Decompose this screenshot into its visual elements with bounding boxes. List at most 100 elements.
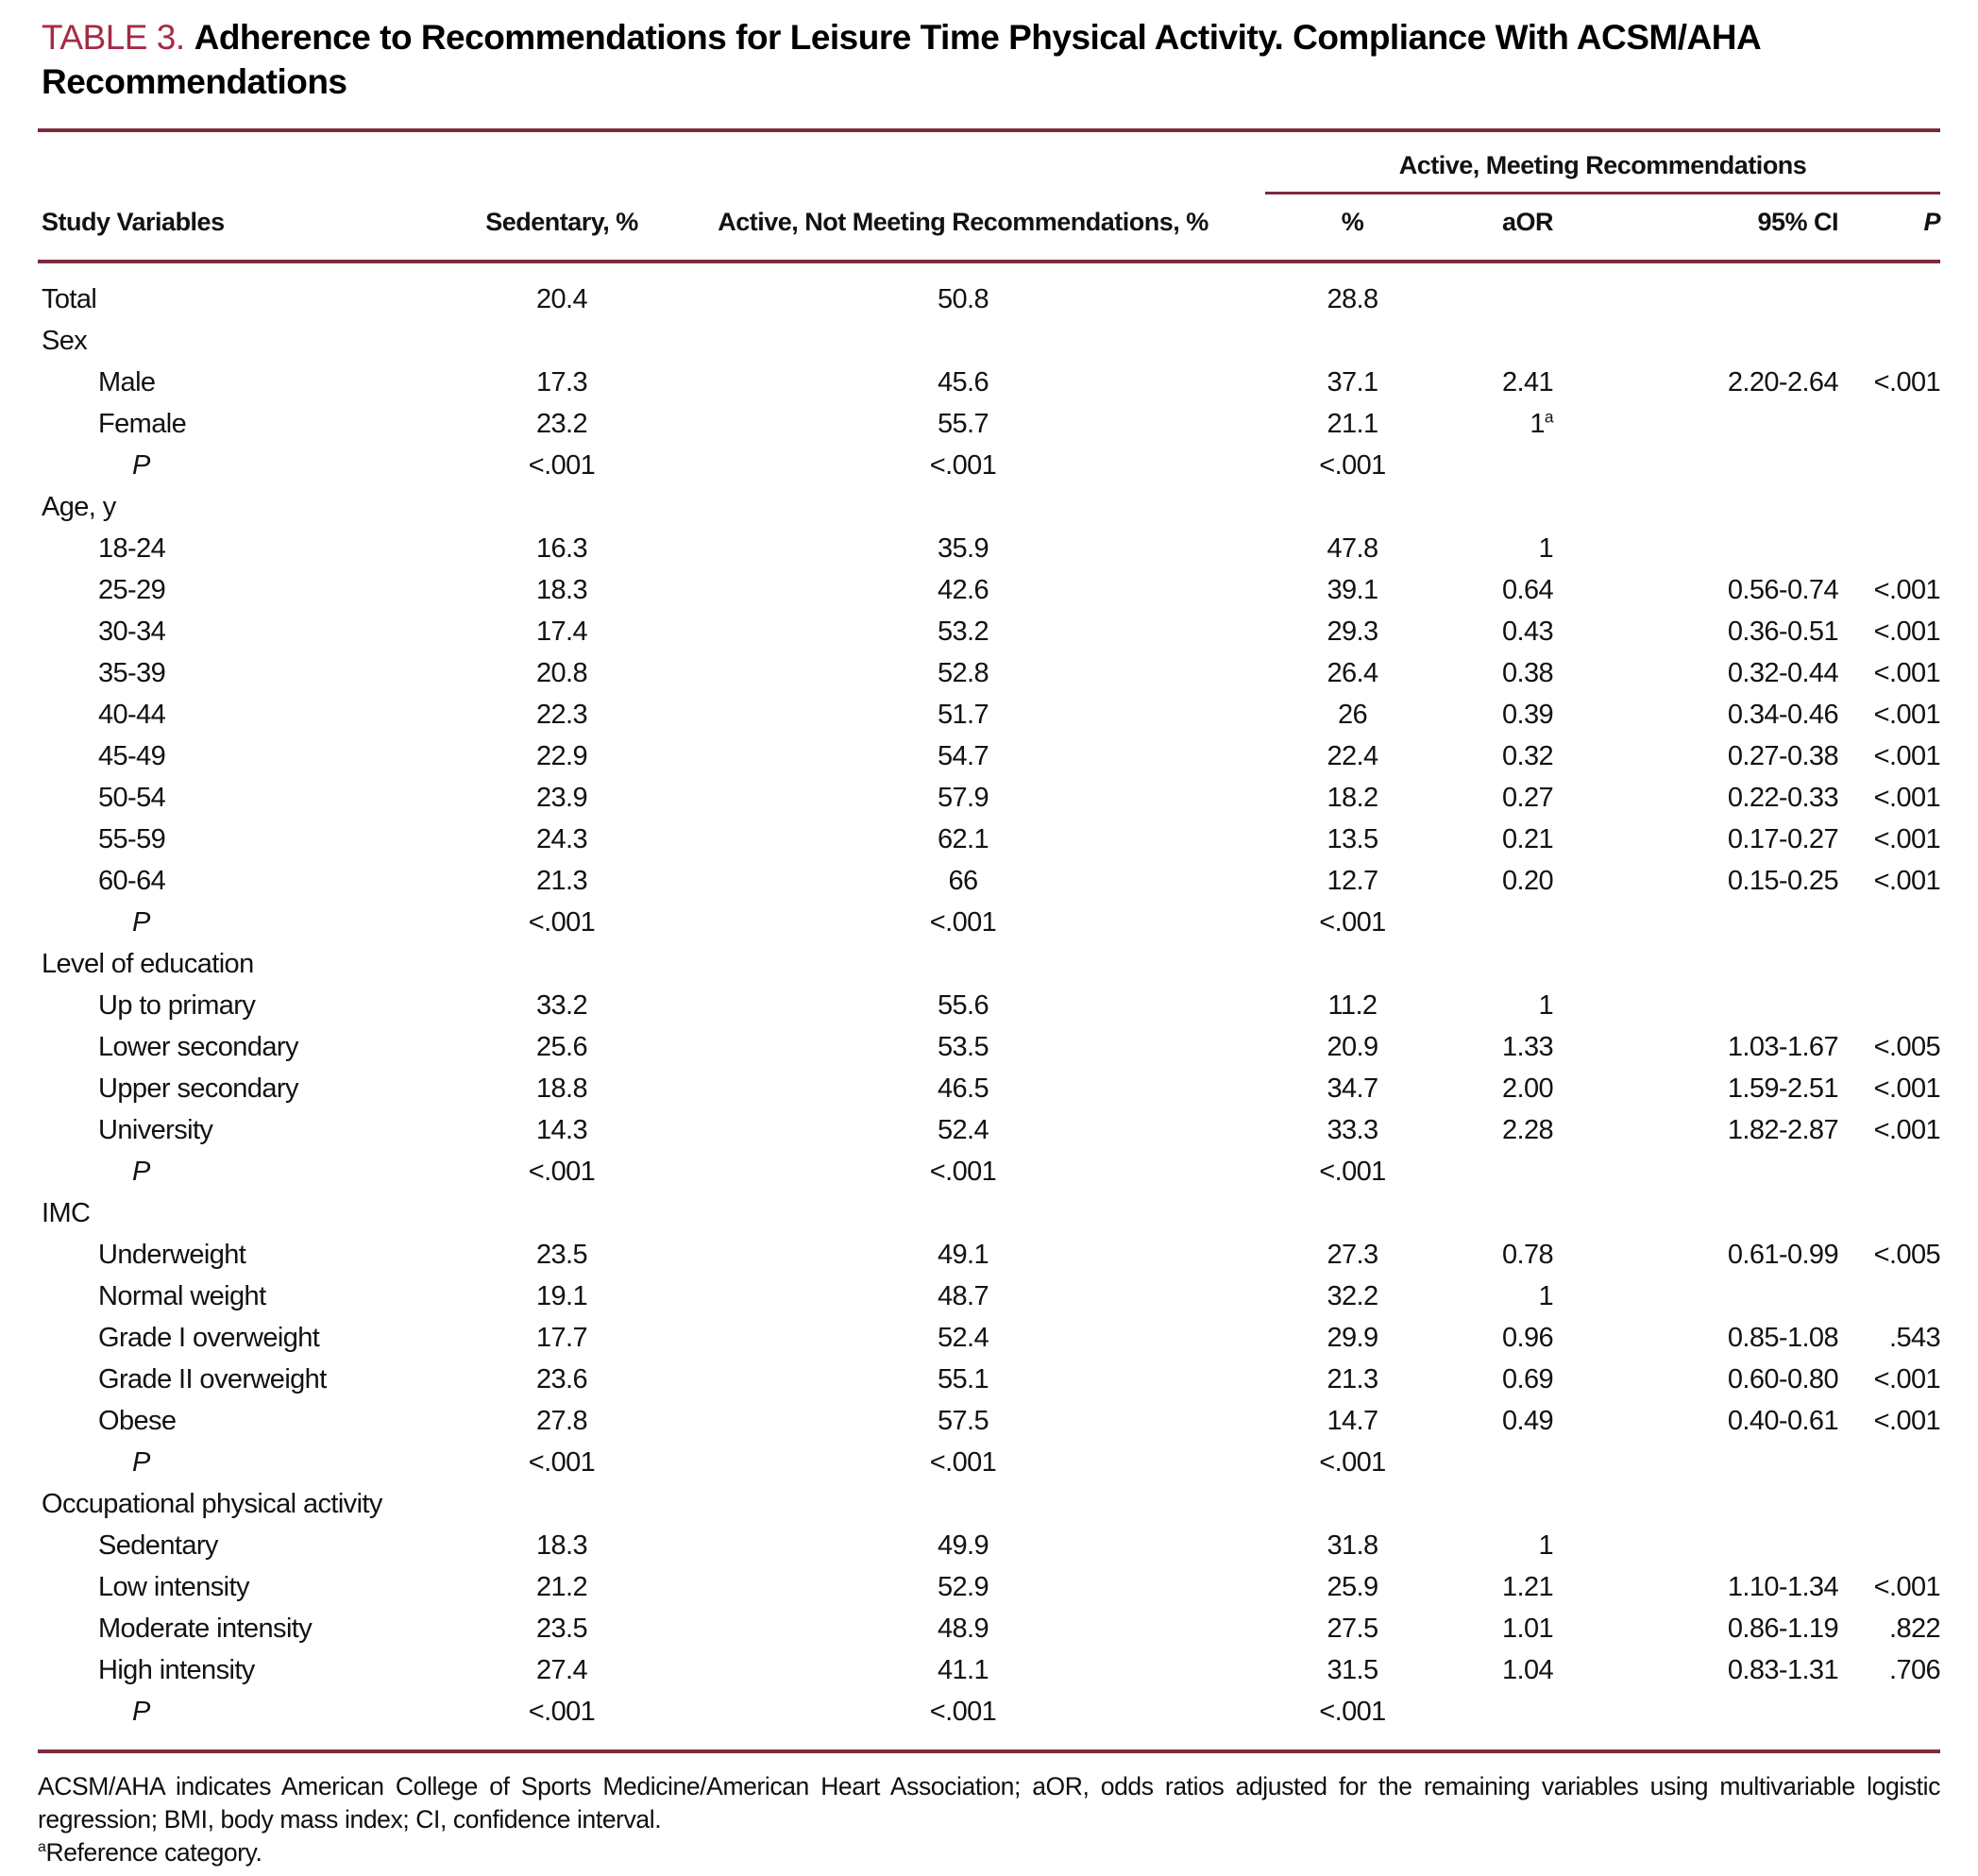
- cell-p: [1855, 445, 1940, 486]
- row-label: 30-34: [98, 616, 166, 647]
- cell-active-not-meeting: 62.1: [937, 823, 989, 854]
- row-label: Obese: [98, 1405, 177, 1436]
- table-row: Up to primary 33.2 55.6 11.2 1: [38, 985, 1940, 1026]
- cell-aor: 0.38: [1501, 657, 1554, 688]
- cell-ci: [1581, 486, 1855, 528]
- cell-sedentary: 17.3: [535, 366, 588, 397]
- cell-active-not-meeting: <.001: [929, 449, 997, 481]
- cell-sedentary: 20.8: [535, 657, 588, 688]
- cell-active-not-meeting: <.001: [929, 906, 997, 938]
- row-label: Lower secondary: [98, 1031, 298, 1062]
- table-row: P <.001 <.001 <.001: [38, 902, 1940, 943]
- footnote-reference-marker: a: [38, 1839, 46, 1856]
- cell-p: <.001: [1873, 865, 1941, 896]
- table-row: P <.001 <.001 <.001: [38, 445, 1940, 486]
- cell-aor: [1440, 320, 1581, 362]
- cell-pct: 28.8: [1327, 283, 1378, 314]
- cell-sedentary: [463, 320, 661, 362]
- cell-active-not-meeting: 46.5: [937, 1073, 989, 1104]
- table-row: Low intensity 21.2 52.9 25.9 1.21 1.10-1…: [38, 1566, 1941, 1608]
- cell-ci: 0.40-0.61: [1727, 1405, 1839, 1436]
- col-header-study-variables: Study Variables: [42, 208, 225, 236]
- row-label: Level of education: [42, 948, 254, 979]
- cell-ci: 0.60-0.80: [1727, 1363, 1839, 1394]
- cell-ci: 2.20-2.64: [1727, 366, 1839, 397]
- cell-ci: 1.82-2.87: [1727, 1114, 1839, 1145]
- cell-ci: [1581, 985, 1855, 1026]
- cell-active-not-meeting: 52.9: [937, 1571, 989, 1602]
- cell-ci: [1581, 1483, 1855, 1525]
- cell-aor: 0.78: [1501, 1239, 1554, 1270]
- cell-pct: 25.9: [1327, 1571, 1378, 1602]
- cell-active-not-meeting: 51.7: [937, 699, 989, 730]
- header-row-top: Study Variables Sedentary, % Active, Not…: [38, 130, 1941, 236]
- cell-pct: <.001: [1319, 906, 1386, 938]
- cell-pct: 20.9: [1327, 1031, 1378, 1062]
- cell-pct: 33.3: [1327, 1114, 1378, 1145]
- cell-active-not-meeting: 49.1: [937, 1239, 989, 1270]
- cell-p: [1855, 943, 1940, 985]
- row-label: Upper secondary: [98, 1073, 298, 1104]
- cell-ci: 1.03-1.67: [1727, 1031, 1839, 1062]
- cell-p: [1855, 528, 1940, 569]
- cell-p: <.005: [1873, 1031, 1941, 1062]
- cell-ci: [1581, 1151, 1855, 1192]
- cell-sedentary: [463, 943, 661, 985]
- cell-pct: 27.5: [1327, 1613, 1378, 1644]
- cell-ci: 0.86-1.19: [1727, 1613, 1839, 1644]
- cell-aor: 1: [1538, 1280, 1553, 1311]
- table-caption: Adherence to Recommendations for Leisure…: [42, 18, 1760, 101]
- cell-p: <.001: [1873, 1073, 1941, 1104]
- cell-pct: 14.7: [1327, 1405, 1378, 1436]
- row-label: Normal weight: [98, 1280, 266, 1311]
- row-label: 18-24: [98, 532, 166, 564]
- cell-p: [1855, 1151, 1940, 1192]
- cell-ci: [1581, 1691, 1855, 1751]
- cell-sedentary: 25.6: [535, 1031, 588, 1062]
- cell-sedentary: 14.3: [535, 1114, 588, 1145]
- row-label: High intensity: [98, 1654, 255, 1685]
- table-body: Total 20.4 50.8 28.8 Sex Male 17.3 45.6 …: [38, 262, 1941, 1751]
- data-table: Study Variables Sedentary, % Active, Not…: [38, 128, 1941, 1753]
- cell-p: [1855, 1192, 1940, 1234]
- table-row: Male 17.3 45.6 37.1 2.41 2.20-2.64 <.001: [38, 362, 1941, 403]
- cell-p: <.005: [1873, 1239, 1941, 1270]
- cell-aor: 1.01: [1501, 1613, 1554, 1644]
- cell-ci: 0.56-0.74: [1727, 574, 1839, 605]
- cell-sedentary: <.001: [528, 449, 596, 481]
- cell-p: [1855, 985, 1940, 1026]
- cell-aor: 0.20: [1501, 865, 1554, 896]
- cell-ci: [1581, 943, 1855, 985]
- cell-ci: [1581, 320, 1855, 362]
- cell-ci: [1581, 1525, 1855, 1566]
- col-header-sedentary: Sedentary, %: [485, 208, 638, 236]
- cell-pct: 31.8: [1327, 1530, 1378, 1561]
- table-row: Sedentary 18.3 49.9 31.8 1: [38, 1525, 1940, 1566]
- cell-p: .822: [1889, 1613, 1941, 1644]
- cell-active-not-meeting: 42.6: [937, 574, 989, 605]
- cell-p: <.001: [1873, 366, 1941, 397]
- cell-sedentary: 33.2: [535, 989, 588, 1021]
- table-row: Level of education: [38, 943, 1940, 985]
- row-label: P: [132, 1446, 150, 1478]
- cell-ci: [1581, 403, 1855, 445]
- cell-pct: 47.8: [1327, 532, 1378, 564]
- paper-table-figure: TABLE 3. Adherence to Recommendations for…: [38, 15, 1941, 1869]
- cell-active-not-meeting: 48.9: [937, 1613, 989, 1644]
- table-row: Sex: [38, 320, 1940, 362]
- reference-category-marker: a: [1544, 406, 1554, 426]
- cell-pct: 29.9: [1327, 1322, 1378, 1353]
- cell-aor: [1440, 1483, 1581, 1525]
- row-label: University: [98, 1114, 213, 1145]
- cell-p: [1855, 1276, 1940, 1317]
- row-label: Grade I overweight: [98, 1322, 320, 1353]
- cell-active-not-meeting: 45.6: [937, 366, 989, 397]
- cell-p: <.001: [1873, 1114, 1941, 1145]
- cell-sedentary: <.001: [528, 1696, 596, 1727]
- cell-sedentary: 23.5: [535, 1239, 588, 1270]
- cell-p: [1855, 1525, 1940, 1566]
- cell-p: <.001: [1873, 740, 1941, 771]
- cell-active-not-meeting: 57.5: [937, 1405, 989, 1436]
- cell-active-not-meeting: 48.7: [937, 1280, 989, 1311]
- cell-aor: 2.41: [1501, 366, 1554, 397]
